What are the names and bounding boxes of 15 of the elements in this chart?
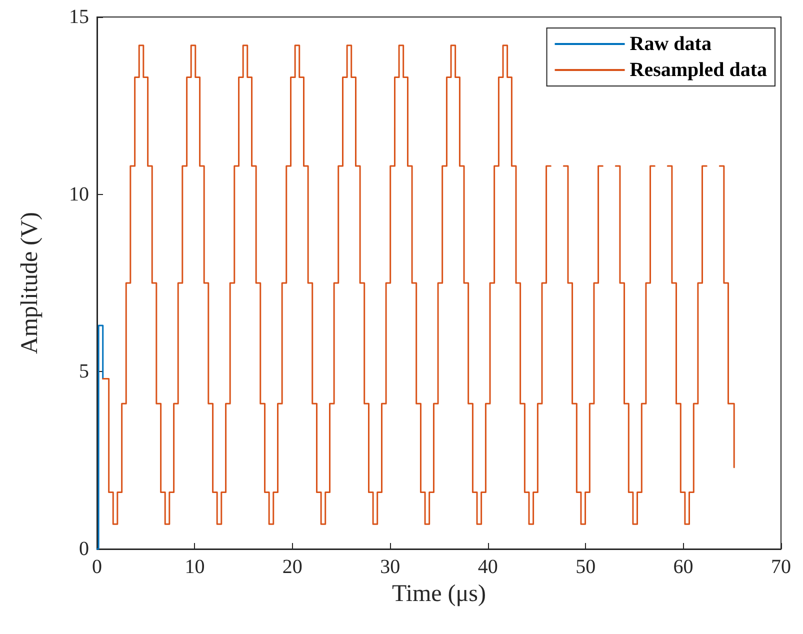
x-tick-label: 10 xyxy=(184,556,205,578)
x-tick-label: 30 xyxy=(380,556,400,578)
x-tick-label: 70 xyxy=(771,556,791,578)
legend-label: Resampled data xyxy=(630,59,768,81)
x-tick-label: 20 xyxy=(282,556,302,578)
y-tick-label: 5 xyxy=(79,360,89,383)
x-tick-label: 40 xyxy=(478,556,498,578)
x-axis-title: Time (μs) xyxy=(392,580,486,607)
x-tick-label: 50 xyxy=(576,556,596,578)
legend-label: Raw data xyxy=(630,33,712,55)
y-tick-label: 15 xyxy=(69,6,89,28)
y-tick-label: 10 xyxy=(69,183,89,206)
y-axis-title: Amplitude (V) xyxy=(17,212,43,354)
y-tick-label: 0 xyxy=(79,538,89,560)
x-tick-label: 60 xyxy=(673,556,694,578)
